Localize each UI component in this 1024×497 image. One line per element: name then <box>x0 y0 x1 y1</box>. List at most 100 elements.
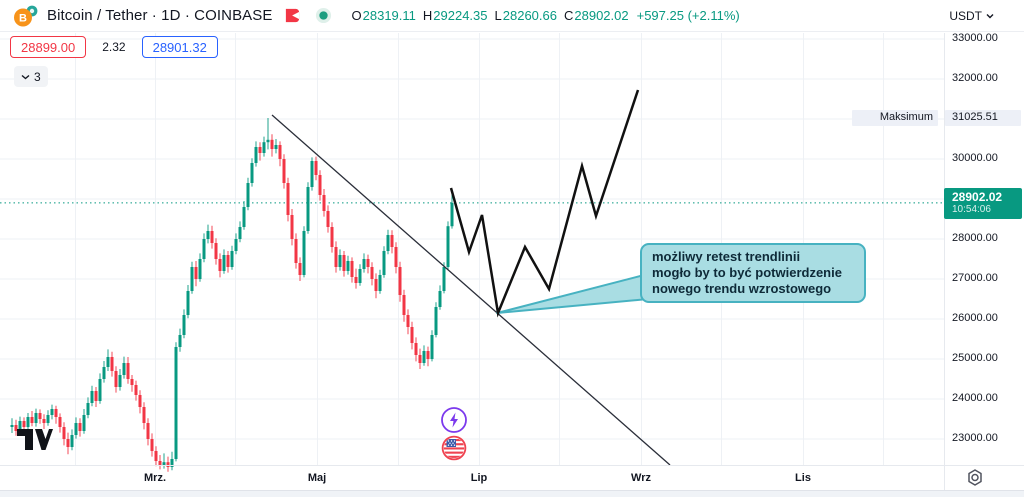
maximum-marker-value: 31025.51 <box>945 109 1021 126</box>
settings-gear-icon[interactable] <box>964 467 986 489</box>
candle-body <box>446 226 450 267</box>
high-label: H <box>422 8 433 23</box>
candle-body <box>254 147 258 163</box>
tradingview-logo <box>17 429 53 450</box>
candle-body <box>406 315 410 327</box>
candle-body <box>54 409 58 417</box>
candle-body <box>30 417 34 423</box>
chevron-down-icon <box>21 74 30 79</box>
candle-body <box>38 413 42 419</box>
candle-body <box>246 183 250 207</box>
candle-body <box>166 462 170 467</box>
candle-body <box>402 295 406 315</box>
candle-body <box>282 159 286 183</box>
indicator-count: 3 <box>34 69 41 84</box>
candle-body <box>122 363 126 375</box>
candle-body <box>298 263 302 275</box>
currency-selector[interactable]: USDT <box>949 0 994 32</box>
callout-annotation[interactable]: możliwy retest trendlinii mogło by to by… <box>640 243 866 303</box>
candle-body <box>46 415 50 423</box>
candle-body <box>14 425 18 431</box>
candle-body <box>270 139 274 149</box>
candle-body <box>314 161 318 175</box>
candle-body <box>390 235 394 247</box>
candle-body <box>126 363 130 379</box>
candle-body <box>354 277 358 283</box>
candle-body <box>50 409 54 415</box>
bid-button[interactable]: 28899.00 <box>10 36 87 58</box>
maximum-marker-label: Maksimum <box>852 109 938 126</box>
time-axis-label: Mrz. <box>144 472 166 484</box>
candle-body <box>370 267 374 279</box>
candle-body <box>114 371 118 387</box>
candle-body <box>326 211 330 227</box>
candle-body <box>238 227 242 239</box>
candle-body <box>194 267 198 279</box>
market-status-icon <box>315 7 331 24</box>
candle-body <box>294 239 298 263</box>
candle-body <box>418 355 422 363</box>
candles[interactable] <box>10 118 454 472</box>
candle-body <box>78 423 82 431</box>
candle-body <box>94 391 98 401</box>
red-flag-icon[interactable] <box>284 7 301 24</box>
ask-button[interactable]: 28901.32 <box>141 36 218 58</box>
projection-zigzag[interactable] <box>449 89 640 318</box>
candle-body <box>358 269 362 283</box>
lightning-bolt-icon[interactable] <box>440 406 468 434</box>
candle-body <box>302 231 306 275</box>
candle-body <box>58 417 62 427</box>
collapsed-indicators-button[interactable]: 3 <box>14 66 48 87</box>
candle-body <box>210 231 214 243</box>
candle-body <box>374 279 378 291</box>
candle-body <box>306 187 310 231</box>
candle-body <box>110 357 114 371</box>
bottom-strip <box>0 490 1024 497</box>
candle-body <box>410 327 414 343</box>
low-label: L <box>494 8 502 23</box>
candle-body <box>430 335 434 359</box>
symbol-title[interactable]: Bitcoin / Tether · 1D · COINBASE <box>47 7 273 24</box>
price-axis[interactable]: 33000.00 32000.00 30000.00 28000.00 27000.00… <box>945 0 1024 490</box>
last-price-value: 28902.02 <box>952 189 1003 204</box>
candle-body <box>222 255 226 271</box>
candle-body <box>350 261 354 277</box>
candle-body <box>230 251 234 267</box>
us-flag-event-icon[interactable] <box>440 434 468 462</box>
candle-body <box>106 357 110 367</box>
time-axis-label: Wrz <box>631 472 651 484</box>
candle-body <box>382 251 386 275</box>
change-value: +597.25 (+2.11%) <box>636 8 740 23</box>
candle-body <box>22 421 26 427</box>
last-price-label[interactable]: 28902.02 10:54:06 <box>944 187 1022 219</box>
candle-body <box>66 439 70 447</box>
candle-body <box>182 315 186 335</box>
header-toolbar: B Bitcoin / Tether · 1D · COINBASE O 283… <box>0 0 1024 32</box>
time-axis-label: Maj <box>307 472 327 484</box>
candle-body <box>334 247 338 267</box>
candle-body <box>74 423 78 435</box>
candle-body <box>274 145 278 149</box>
candle-body <box>218 259 222 271</box>
price-tick: 27000.00 <box>952 272 998 284</box>
candle-body <box>442 267 446 291</box>
price-tick: 33000.00 <box>952 32 998 44</box>
callout-line: mogło by to być potwierdzenie <box>652 265 842 280</box>
open-label: O <box>351 8 362 23</box>
candle-body <box>118 375 122 387</box>
currency-label: USDT <box>949 9 982 23</box>
candle-body <box>346 261 350 271</box>
bar-countdown: 10:54:06 <box>952 203 991 215</box>
candle-body <box>338 255 342 267</box>
descending-trendline[interactable] <box>271 114 671 466</box>
candle-body <box>202 239 206 259</box>
candle-body <box>102 367 106 379</box>
candle-body <box>170 459 174 467</box>
price-tick: 30000.00 <box>952 152 998 164</box>
candle-body <box>342 255 346 271</box>
open-value: 28319.11 <box>362 8 416 23</box>
close-label: C <box>563 8 574 23</box>
candle-body <box>378 275 382 291</box>
